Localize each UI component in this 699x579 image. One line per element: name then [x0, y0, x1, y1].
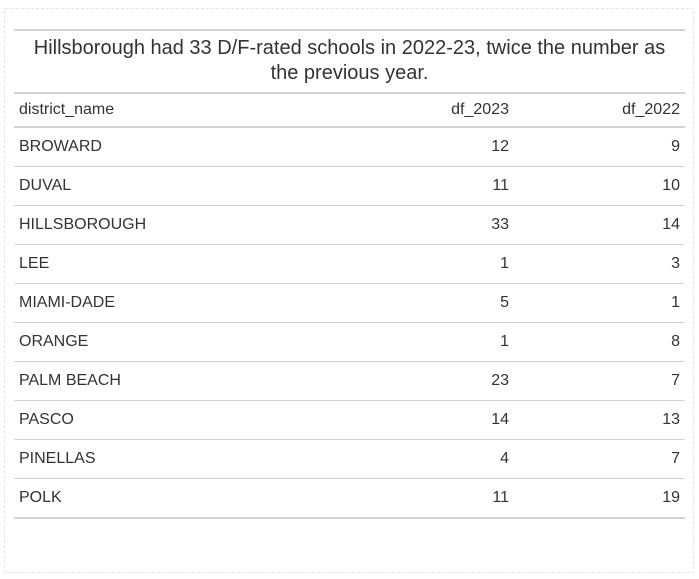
df-2023-cell: 4 — [244, 439, 514, 479]
district-name-cell: BROWARD — [14, 127, 244, 167]
data-table: Hillsborough had 33 D/F-rated schools in… — [14, 29, 685, 519]
district-name-cell: LEE — [14, 244, 244, 284]
district-name-cell: HILLSBOROUGH — [14, 205, 244, 245]
df-2022-cell: 7 — [514, 439, 685, 479]
table-row: DUVAL 11 10 — [14, 166, 685, 206]
district-name-cell: PALM BEACH — [14, 361, 244, 401]
df-2023-cell: 5 — [244, 283, 514, 323]
district-name-cell: PINELLAS — [14, 439, 244, 479]
df-2022-cell: 13 — [514, 400, 685, 440]
district-name-cell: MIAMI-DADE — [14, 283, 244, 323]
df-2022-cell: 9 — [514, 127, 685, 167]
df-2022-cell: 1 — [514, 283, 685, 323]
df-2022-cell: 14 — [514, 205, 685, 245]
df-2022-cell: 19 — [514, 478, 685, 519]
district-name-cell: DUVAL — [14, 166, 244, 206]
df-2022-cell: 10 — [514, 166, 685, 206]
df-2023-cell: 11 — [244, 478, 514, 519]
df-2023-cell: 1 — [244, 244, 514, 284]
table-row: POLK 11 19 — [14, 478, 685, 519]
column-header-df-2023: df_2023 — [244, 94, 514, 128]
district-name-cell: POLK — [14, 478, 244, 519]
df-2023-cell: 14 — [244, 400, 514, 440]
df-2023-cell: 33 — [244, 205, 514, 245]
column-header-df-2022: df_2022 — [514, 94, 685, 128]
df-2023-cell: 23 — [244, 361, 514, 401]
table-title: Hillsborough had 33 D/F-rated schools in… — [14, 29, 685, 94]
table-row: BROWARD 12 9 — [14, 127, 685, 167]
df-2023-cell: 11 — [244, 166, 514, 206]
df-2022-cell: 8 — [514, 322, 685, 362]
table-row: ORANGE 1 8 — [14, 322, 685, 362]
table-row: PINELLAS 4 7 — [14, 439, 685, 479]
df-2022-cell: 7 — [514, 361, 685, 401]
table-row: LEE 1 3 — [14, 244, 685, 284]
district-name-cell: PASCO — [14, 400, 244, 440]
table-row: MIAMI-DADE 5 1 — [14, 283, 685, 323]
df-2023-cell: 1 — [244, 322, 514, 362]
df-2023-cell: 12 — [244, 127, 514, 167]
column-header-district-name: district_name — [14, 94, 244, 128]
table-card — [4, 8, 694, 573]
table-row: PALM BEACH 23 7 — [14, 361, 685, 401]
table-row: HILLSBOROUGH 33 14 — [14, 205, 685, 245]
table-row: PASCO 14 13 — [14, 400, 685, 440]
district-name-cell: ORANGE — [14, 322, 244, 362]
df-2022-cell: 3 — [514, 244, 685, 284]
header-row: district_name df_2023 df_2022 — [14, 94, 685, 128]
